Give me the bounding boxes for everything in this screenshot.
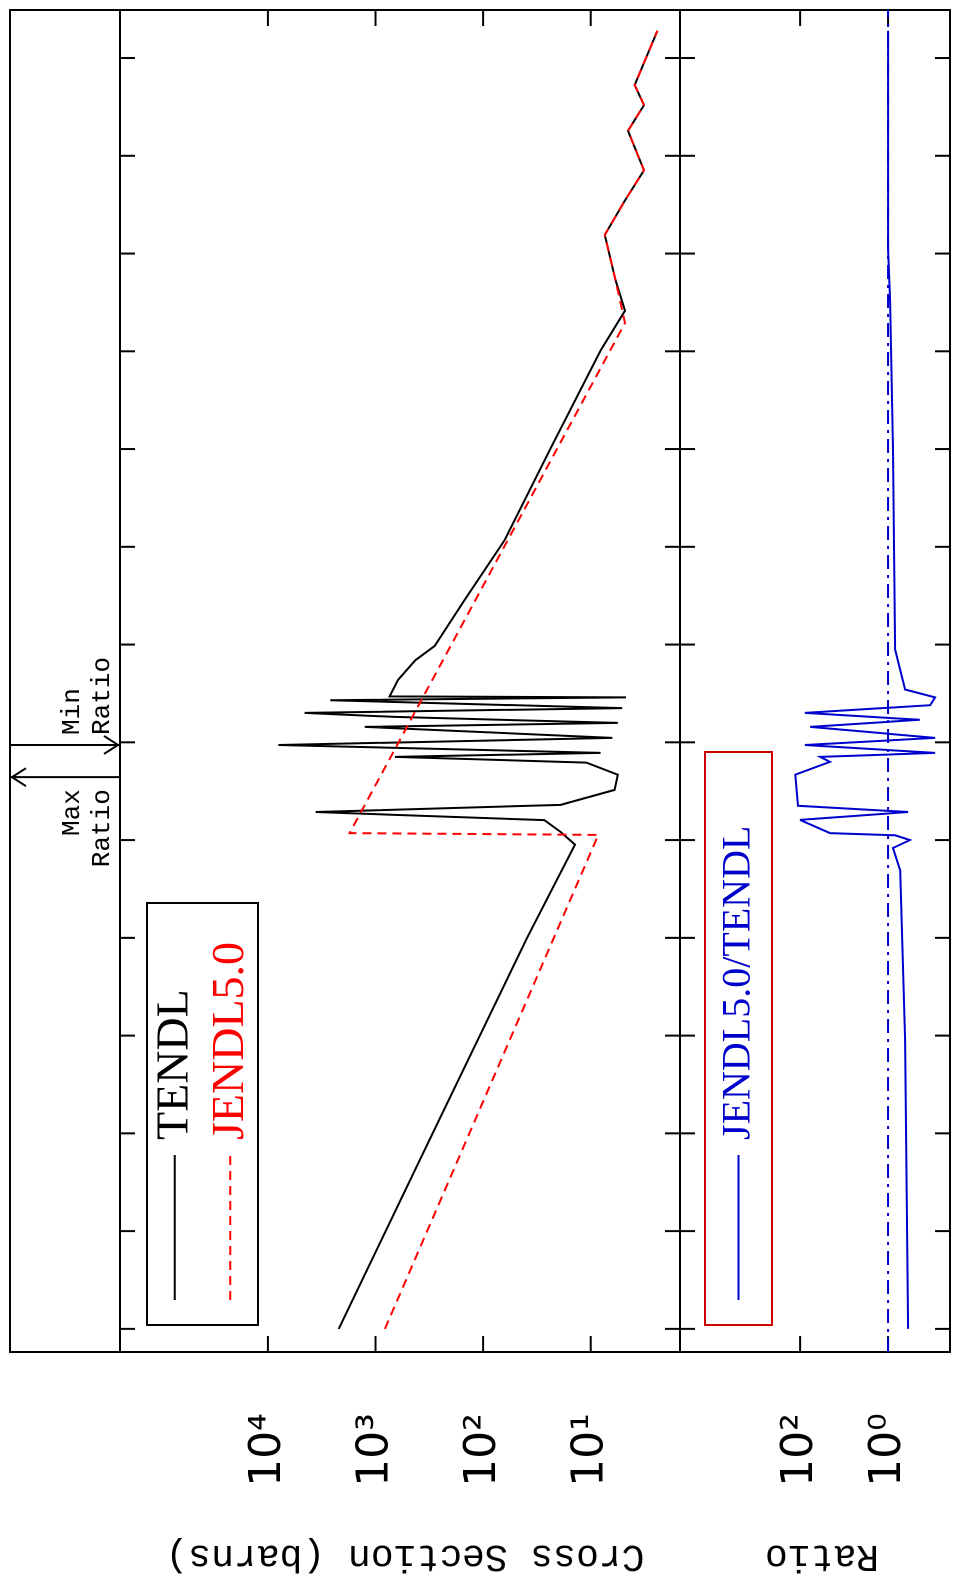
y-tick-label: 10² xyxy=(772,1413,823,1487)
y-tick-label: 10¹ xyxy=(563,1413,614,1487)
arrow-head xyxy=(103,735,120,755)
y-tick-label: 10³ xyxy=(348,1413,399,1487)
y-tick-label: 10⁴ xyxy=(240,1413,291,1487)
rotated-plot: Cross Section (barns) Ratio 10¹ 10² 10³ 10⁴… xyxy=(9,9,951,1577)
data-line xyxy=(347,30,659,1330)
annotation-text: Ratio xyxy=(87,789,117,867)
annotation-text: Max xyxy=(57,789,87,836)
y-tick-label: 10² xyxy=(455,1413,506,1487)
y-axis-title: Cross Section (barns) xyxy=(166,1534,645,1577)
arrow-head xyxy=(10,767,27,788)
y-tick-label: 10⁰ xyxy=(860,1413,911,1487)
annotation-text: Min xyxy=(57,688,87,735)
frame xyxy=(9,9,951,1353)
legend-box xyxy=(146,902,259,1326)
legend-label: JENDL5.0/TENDL xyxy=(714,826,759,1140)
legend-box xyxy=(704,751,773,1326)
legend-label: TENDL xyxy=(146,989,197,1140)
data-line xyxy=(278,30,659,1330)
legend-label: JENDL5.0 xyxy=(202,942,253,1140)
y-axis-title: Ratio xyxy=(765,1534,879,1577)
annotation-text: Ratio xyxy=(87,657,117,735)
data-line xyxy=(794,30,937,1329)
